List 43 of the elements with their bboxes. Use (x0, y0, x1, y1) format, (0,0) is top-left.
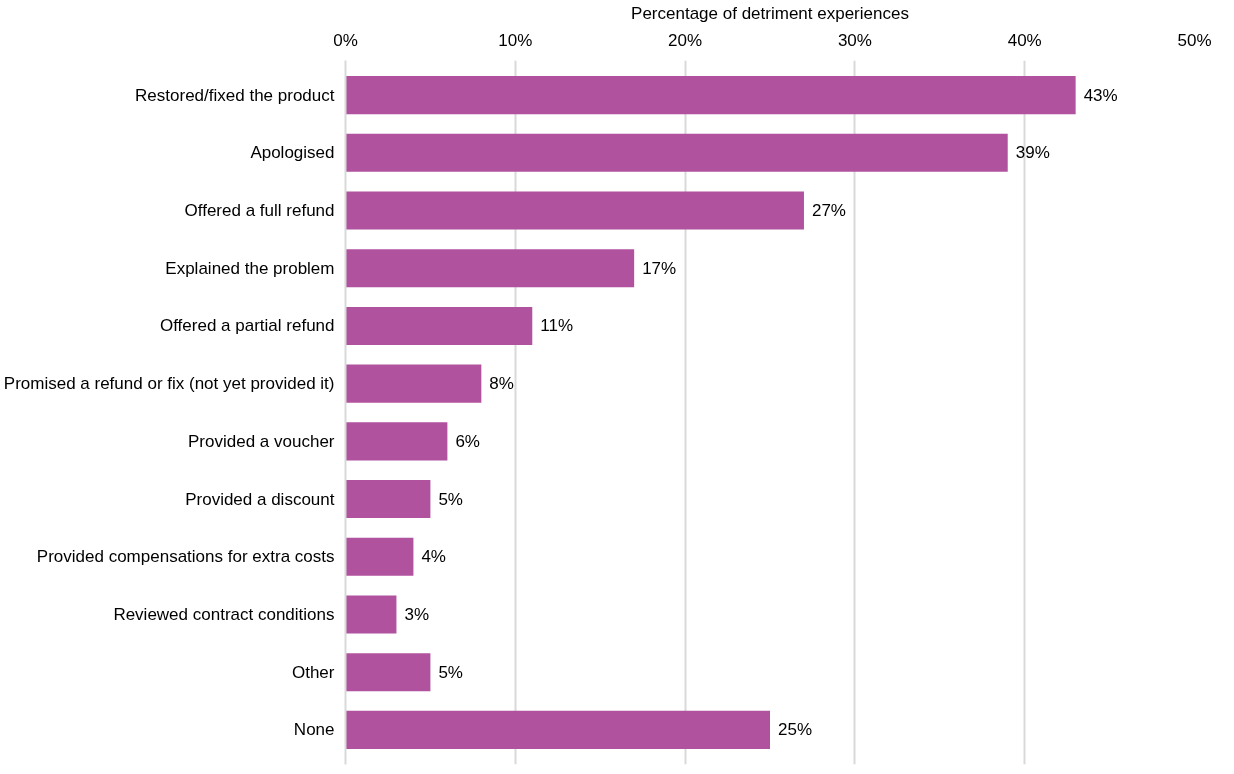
x-tick-label: 20% (668, 30, 703, 50)
bar (345, 364, 482, 403)
x-tick-label: 40% (1007, 30, 1042, 50)
data-label: 3% (404, 604, 430, 624)
y-tick-label: Offered a full refund (184, 201, 335, 221)
data-label: 6% (455, 431, 480, 451)
bar (345, 595, 397, 634)
data-label: 5% (438, 662, 463, 682)
bar (345, 76, 1076, 115)
y-tick-label: Offered a partial refund (159, 316, 335, 336)
data-label: 4% (421, 547, 446, 567)
y-tick-label: Other (291, 662, 335, 682)
y-tick-label: Provided a discount (185, 489, 335, 509)
y-tick-label: Reviewed contract conditions (113, 604, 335, 624)
x-tick-label: 30% (837, 30, 872, 50)
y-tick-label: Provided a voucher (188, 431, 335, 451)
data-label: 11% (540, 316, 574, 336)
y-tick-label: Promised a refund or fix (not yet provided it) (3, 374, 335, 394)
bar (345, 537, 414, 576)
x-tick-label: 0% (333, 30, 358, 50)
bar (345, 249, 635, 288)
bar (345, 133, 1008, 172)
x-tick-label: 10% (498, 30, 533, 50)
data-label: 43% (1083, 85, 1118, 105)
y-tick-label: None (293, 720, 335, 740)
data-label: 27% (811, 201, 846, 221)
data-label: 39% (1015, 143, 1050, 163)
y-tick-label: Provided compensations for extra costs (36, 547, 335, 567)
data-label: 5% (438, 489, 463, 509)
bar (345, 653, 431, 692)
data-label: 17% (642, 258, 677, 278)
y-tick-label: Explained the problem (165, 258, 335, 278)
bar (345, 191, 804, 230)
data-label: 25% (778, 720, 813, 740)
y-tick-label: Apologised (250, 143, 335, 163)
x-axis-title: Percentage of detriment experiences (631, 3, 909, 23)
y-tick-label: Restored/fixed the product (135, 85, 335, 105)
bar (345, 480, 431, 519)
data-label: 8% (489, 374, 514, 394)
x-tick-label: 50% (1177, 30, 1212, 50)
bar (345, 306, 533, 345)
bar (345, 422, 448, 461)
bar (345, 710, 770, 749)
